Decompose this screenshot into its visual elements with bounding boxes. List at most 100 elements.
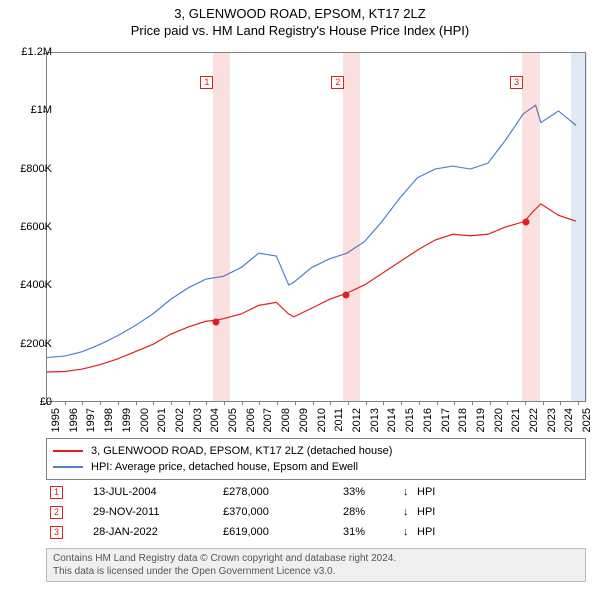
legend-label: 3, GLENWOOD ROAD, EPSOM, KT17 2LZ (detac… bbox=[91, 445, 392, 457]
shaded-band bbox=[213, 53, 231, 401]
x-axis-label: 2015 bbox=[404, 408, 416, 432]
legend-label: HPI: Average price, detached house, Epso… bbox=[91, 461, 358, 473]
x-tick bbox=[560, 401, 561, 405]
x-tick bbox=[383, 401, 384, 405]
x-axis-label: 2011 bbox=[333, 408, 345, 432]
x-axis-label: 2018 bbox=[457, 408, 469, 432]
chart-container: { "title_line1": "3, GLENWOOD ROAD, EPSO… bbox=[0, 0, 600, 590]
sale-point bbox=[523, 219, 530, 226]
x-tick bbox=[65, 401, 66, 405]
x-axis-label: 2004 bbox=[209, 408, 221, 432]
x-axis-label: 2009 bbox=[298, 408, 310, 432]
x-axis-label: 1995 bbox=[50, 408, 62, 432]
chart-legend: 3, GLENWOOD ROAD, EPSOM, KT17 2LZ (detac… bbox=[46, 438, 586, 480]
x-axis-label: 2020 bbox=[493, 408, 505, 432]
x-tick bbox=[206, 401, 207, 405]
row-pct: 31% bbox=[343, 526, 403, 538]
row-date: 29-NOV-2011 bbox=[93, 506, 223, 518]
x-tick bbox=[454, 401, 455, 405]
chart-marker: 3 bbox=[510, 76, 523, 89]
down-arrow-icon: ↓ bbox=[403, 526, 417, 538]
y-axis-label: £200K bbox=[8, 338, 52, 350]
x-tick bbox=[153, 401, 154, 405]
x-tick bbox=[224, 401, 225, 405]
x-axis-label: 2024 bbox=[563, 408, 575, 432]
footer-line-1: Contains HM Land Registry data © Crown c… bbox=[53, 552, 579, 565]
x-axis-label: 2012 bbox=[351, 408, 363, 432]
x-axis-label: 2007 bbox=[262, 408, 274, 432]
y-axis-label: £1.2M bbox=[8, 46, 52, 58]
x-tick bbox=[472, 401, 473, 405]
chart-svg bbox=[47, 53, 585, 401]
series-property bbox=[47, 204, 576, 372]
x-tick bbox=[189, 401, 190, 405]
row-pct: 33% bbox=[343, 486, 403, 498]
x-tick bbox=[136, 401, 137, 405]
row-price: £619,000 bbox=[223, 526, 343, 538]
shaded-band bbox=[571, 53, 587, 401]
x-tick bbox=[366, 401, 367, 405]
sales-row: 113-JUL-2004£278,00033%↓HPI bbox=[46, 482, 586, 502]
x-tick bbox=[543, 401, 544, 405]
y-axis-label: £0 bbox=[8, 396, 52, 408]
chart-plot-area: 1 2 3 bbox=[46, 52, 586, 402]
chart-titles: 3, GLENWOOD ROAD, EPSOM, KT17 2LZ Price … bbox=[0, 0, 600, 38]
x-axis-label: 2000 bbox=[139, 408, 151, 432]
x-axis-label: 2023 bbox=[546, 408, 558, 432]
x-axis-label: 2005 bbox=[227, 408, 239, 432]
x-axis-label: 1997 bbox=[85, 408, 97, 432]
sale-point bbox=[343, 292, 350, 299]
x-tick bbox=[171, 401, 172, 405]
x-axis-label: 2001 bbox=[156, 408, 168, 432]
x-tick bbox=[348, 401, 349, 405]
x-tick bbox=[277, 401, 278, 405]
x-tick bbox=[313, 401, 314, 405]
row-date: 13-JUL-2004 bbox=[93, 486, 223, 498]
x-tick bbox=[100, 401, 101, 405]
x-tick bbox=[118, 401, 119, 405]
footer-line-2: This data is licensed under the Open Gov… bbox=[53, 565, 579, 578]
down-arrow-icon: ↓ bbox=[403, 506, 417, 518]
x-tick bbox=[578, 401, 579, 405]
x-tick bbox=[242, 401, 243, 405]
x-axis-label: 1996 bbox=[68, 408, 80, 432]
x-axis-label: 2016 bbox=[422, 408, 434, 432]
legend-item: HPI: Average price, detached house, Epso… bbox=[53, 459, 579, 475]
x-axis-label: 2025 bbox=[581, 408, 593, 432]
legend-swatch bbox=[53, 466, 83, 468]
sale-point bbox=[212, 318, 219, 325]
x-axis-label: 2013 bbox=[369, 408, 381, 432]
x-tick bbox=[401, 401, 402, 405]
chart-marker: 1 bbox=[200, 76, 213, 89]
x-axis-label: 1998 bbox=[103, 408, 115, 432]
x-tick bbox=[437, 401, 438, 405]
x-tick bbox=[490, 401, 491, 405]
x-tick bbox=[82, 401, 83, 405]
x-axis-label: 1999 bbox=[121, 408, 133, 432]
x-tick bbox=[330, 401, 331, 405]
series-hpi bbox=[47, 105, 576, 357]
x-axis-label: 2021 bbox=[510, 408, 522, 432]
sales-table: 113-JUL-2004£278,00033%↓HPI229-NOV-2011£… bbox=[46, 482, 586, 542]
row-pct: 28% bbox=[343, 506, 403, 518]
x-axis-label: 2019 bbox=[475, 408, 487, 432]
x-axis-label: 2008 bbox=[280, 408, 292, 432]
chart-title-address: 3, GLENWOOD ROAD, EPSOM, KT17 2LZ bbox=[0, 6, 600, 21]
row-marker: 2 bbox=[50, 506, 63, 519]
row-vs-hpi: HPI bbox=[417, 526, 457, 538]
shaded-band bbox=[343, 53, 361, 401]
y-axis-label: £800K bbox=[8, 163, 52, 175]
chart-marker: 2 bbox=[331, 76, 344, 89]
x-axis-label: 2017 bbox=[440, 408, 452, 432]
legend-swatch bbox=[53, 450, 83, 452]
attribution-footer: Contains HM Land Registry data © Crown c… bbox=[46, 548, 586, 582]
chart-title-subtitle: Price paid vs. HM Land Registry's House … bbox=[0, 23, 600, 38]
x-tick bbox=[259, 401, 260, 405]
row-vs-hpi: HPI bbox=[417, 506, 457, 518]
row-price: £278,000 bbox=[223, 486, 343, 498]
legend-item: 3, GLENWOOD ROAD, EPSOM, KT17 2LZ (detac… bbox=[53, 443, 579, 459]
row-marker: 1 bbox=[50, 486, 63, 499]
y-axis-label: £1M bbox=[8, 104, 52, 116]
x-axis-label: 2022 bbox=[528, 408, 540, 432]
sales-row: 229-NOV-2011£370,00028%↓HPI bbox=[46, 502, 586, 522]
